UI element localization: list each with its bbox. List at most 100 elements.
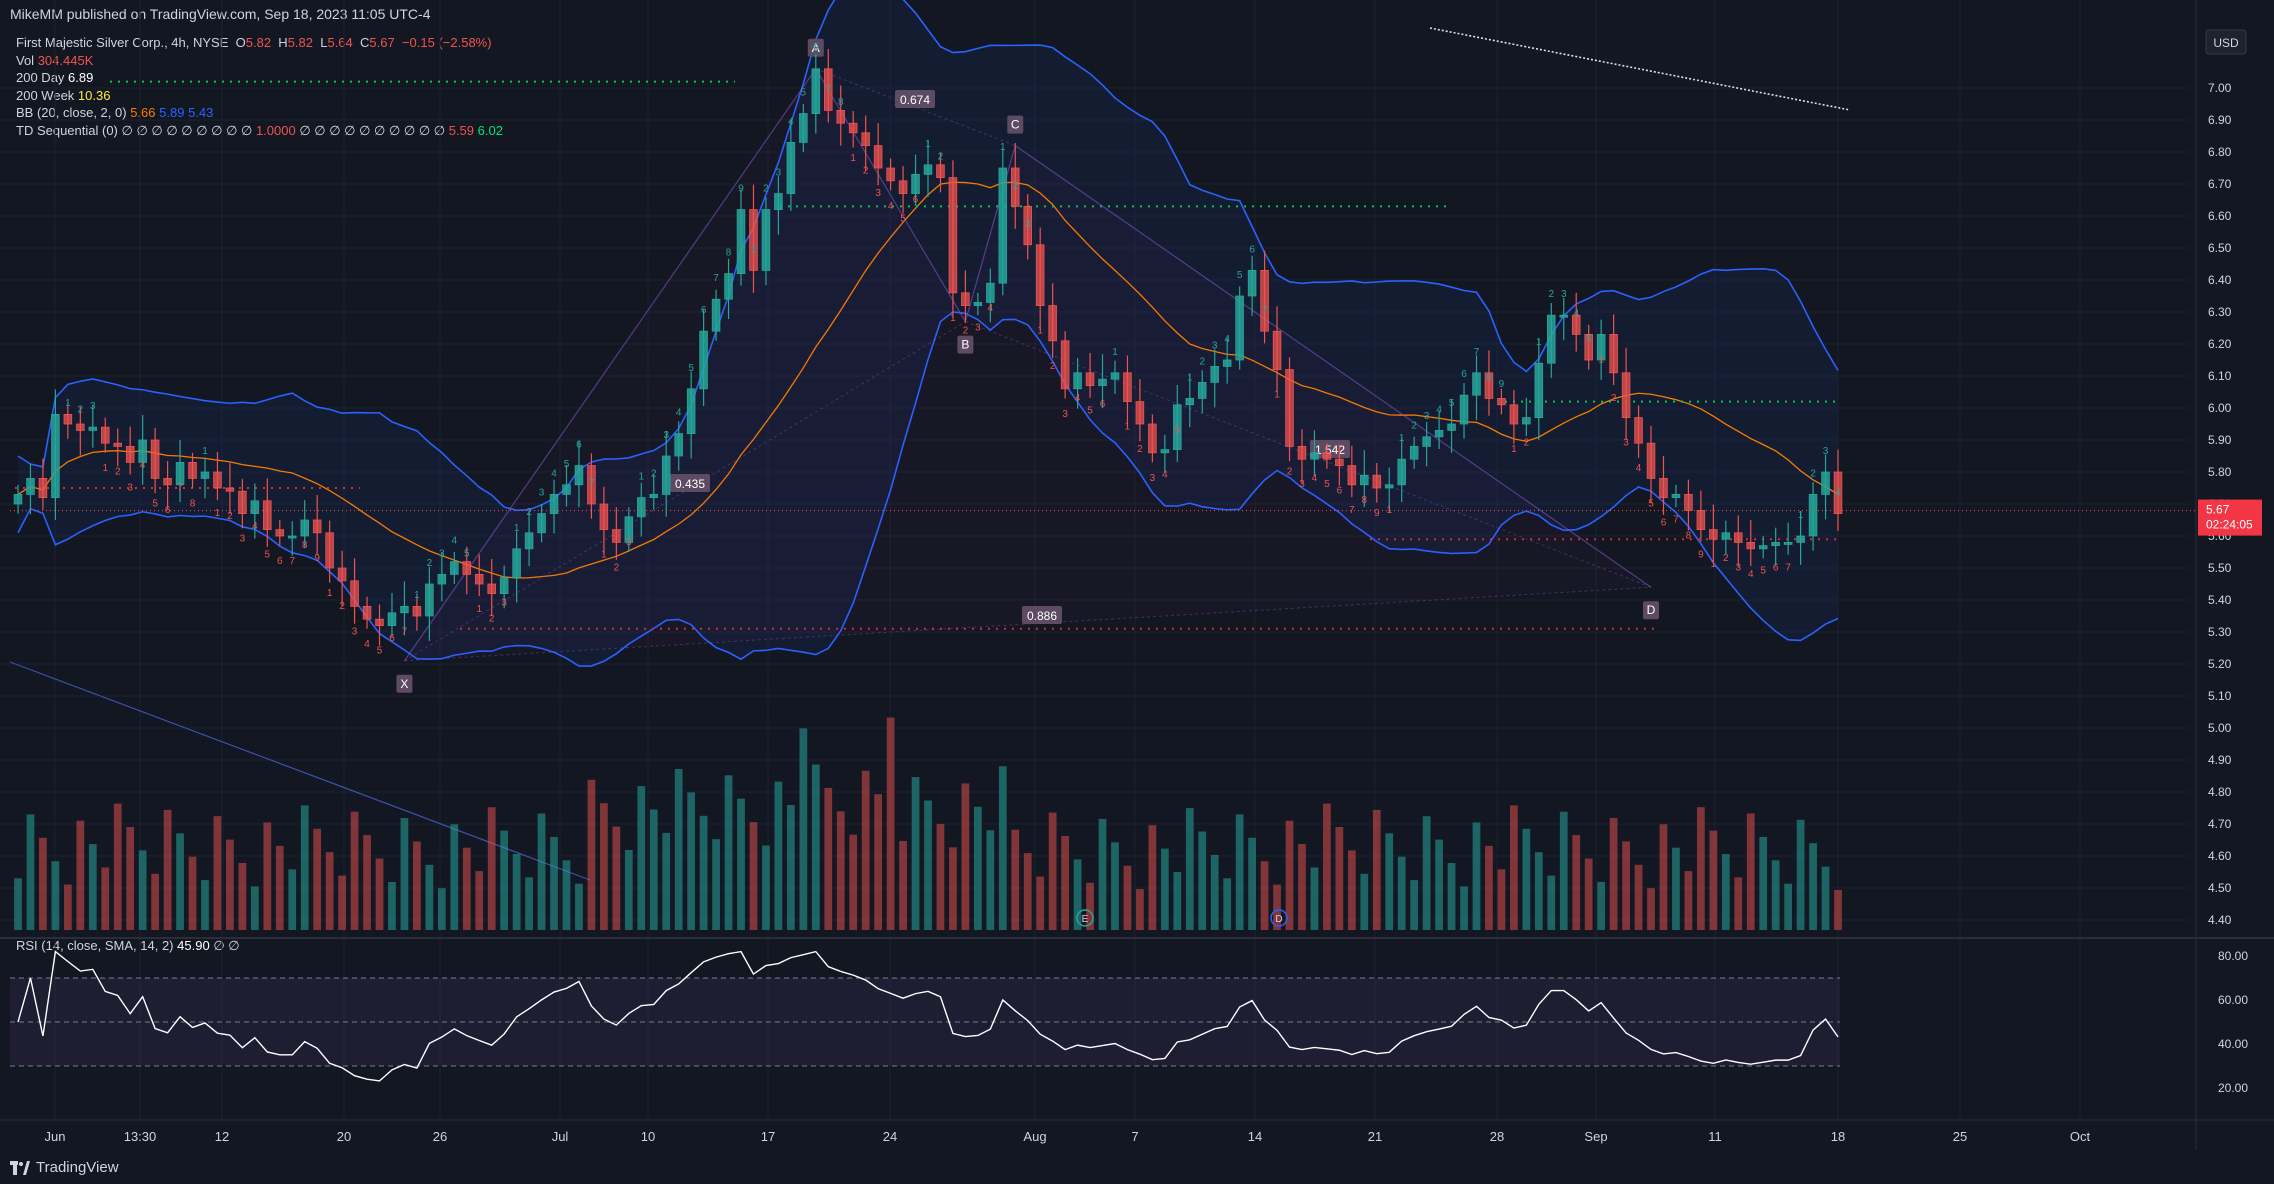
candle[interactable] <box>175 440 185 503</box>
candle[interactable] <box>1135 379 1145 442</box>
candle[interactable] <box>100 417 110 453</box>
candle[interactable] <box>911 154 920 206</box>
candle[interactable] <box>1472 355 1481 421</box>
candle[interactable] <box>225 463 235 514</box>
candle[interactable] <box>138 415 147 485</box>
candle[interactable] <box>437 552 447 602</box>
candle[interactable] <box>163 461 172 510</box>
candle[interactable] <box>375 604 384 646</box>
currency-box[interactable] <box>2205 29 2247 55</box>
candle[interactable] <box>425 566 434 641</box>
candle[interactable] <box>537 504 546 543</box>
candle[interactable] <box>412 594 422 631</box>
candle[interactable] <box>188 452 197 488</box>
candle[interactable] <box>562 464 571 507</box>
marker-d-circle[interactable] <box>1270 909 1288 927</box>
candle[interactable] <box>799 104 808 152</box>
candle[interactable] <box>312 495 322 556</box>
candle[interactable] <box>1073 358 1082 409</box>
candle[interactable] <box>213 452 222 501</box>
candle[interactable] <box>811 54 821 134</box>
candle[interactable] <box>1783 522 1793 555</box>
candle[interactable] <box>337 550 347 606</box>
harmonic-point-a[interactable]: A <box>812 41 820 55</box>
candle[interactable] <box>1808 482 1818 551</box>
candle[interactable] <box>1634 405 1643 458</box>
candle[interactable] <box>1235 286 1244 370</box>
candle[interactable] <box>661 431 671 517</box>
candle[interactable] <box>1048 283 1057 359</box>
candle[interactable] <box>350 558 359 624</box>
candle[interactable] <box>1409 436 1419 469</box>
candle[interactable] <box>1434 410 1444 449</box>
candle[interactable] <box>1833 449 1843 531</box>
candle[interactable] <box>300 500 309 549</box>
candle[interactable] <box>1260 250 1269 344</box>
candle[interactable] <box>1272 306 1282 392</box>
candle[interactable] <box>986 268 995 323</box>
candle[interactable] <box>462 546 472 595</box>
candle[interactable] <box>1459 383 1469 439</box>
candle[interactable] <box>1522 397 1531 437</box>
candle[interactable] <box>1646 425 1656 504</box>
candle[interactable] <box>599 486 609 555</box>
candle[interactable] <box>26 463 35 515</box>
candle[interactable] <box>1148 414 1157 463</box>
candle[interactable] <box>1447 399 1456 453</box>
candle[interactable] <box>1060 331 1070 399</box>
marker-e-circle[interactable] <box>1076 909 1094 927</box>
candle[interactable] <box>88 404 98 448</box>
candle[interactable] <box>1185 373 1195 428</box>
candle[interactable] <box>38 458 48 510</box>
candle[interactable] <box>587 453 596 519</box>
candle[interactable] <box>1422 422 1431 467</box>
harmonic-point-d[interactable]: D <box>1647 603 1656 617</box>
candle[interactable] <box>761 197 771 286</box>
harmonic-point-b[interactable]: B <box>961 338 969 352</box>
candle[interactable] <box>749 184 758 293</box>
candle[interactable] <box>238 479 247 529</box>
candle[interactable] <box>450 552 459 584</box>
candle[interactable] <box>1197 370 1207 414</box>
candle[interactable] <box>724 258 733 320</box>
candle[interactable] <box>886 158 895 191</box>
candle[interactable] <box>287 521 297 556</box>
harmonic-point-c[interactable]: C <box>1011 118 1020 132</box>
candle[interactable] <box>1696 490 1706 542</box>
candle[interactable] <box>686 371 696 459</box>
candle[interactable] <box>1160 434 1170 473</box>
candle[interactable] <box>1509 390 1519 444</box>
candle[interactable] <box>1821 454 1830 520</box>
candle[interactable] <box>1347 445 1357 497</box>
candle[interactable] <box>1559 297 1569 341</box>
candle[interactable] <box>1310 430 1319 477</box>
candle[interactable] <box>1734 515 1743 568</box>
candle[interactable] <box>1010 143 1020 229</box>
candle[interactable] <box>76 406 85 456</box>
candle[interactable] <box>923 139 933 197</box>
candle[interactable] <box>113 428 122 467</box>
candle[interactable] <box>51 389 60 520</box>
candle[interactable] <box>512 531 521 603</box>
candle[interactable] <box>1384 467 1394 513</box>
candle[interactable] <box>1035 227 1045 331</box>
candle[interactable] <box>1247 255 1257 316</box>
candle[interactable] <box>873 123 883 186</box>
candle[interactable] <box>1098 354 1107 408</box>
candle[interactable] <box>1609 314 1618 385</box>
candle[interactable] <box>1297 429 1307 485</box>
candle[interactable] <box>649 474 659 510</box>
candle[interactable] <box>786 120 796 211</box>
candle[interactable] <box>1584 324 1593 370</box>
candle[interactable] <box>325 520 334 583</box>
symbol-name[interactable]: First Majestic Silver Corp., 4h, NYSE <box>16 35 229 50</box>
candle[interactable] <box>1547 303 1556 378</box>
candle[interactable] <box>624 507 634 552</box>
candle[interactable] <box>1796 511 1805 565</box>
candle[interactable] <box>1372 463 1382 503</box>
candle[interactable] <box>1222 337 1232 384</box>
candle[interactable] <box>1684 479 1693 531</box>
ma200d-row[interactable]: 200 Day 6.89 <box>16 70 94 85</box>
candle[interactable] <box>1571 292 1581 352</box>
candle[interactable] <box>1659 456 1668 515</box>
